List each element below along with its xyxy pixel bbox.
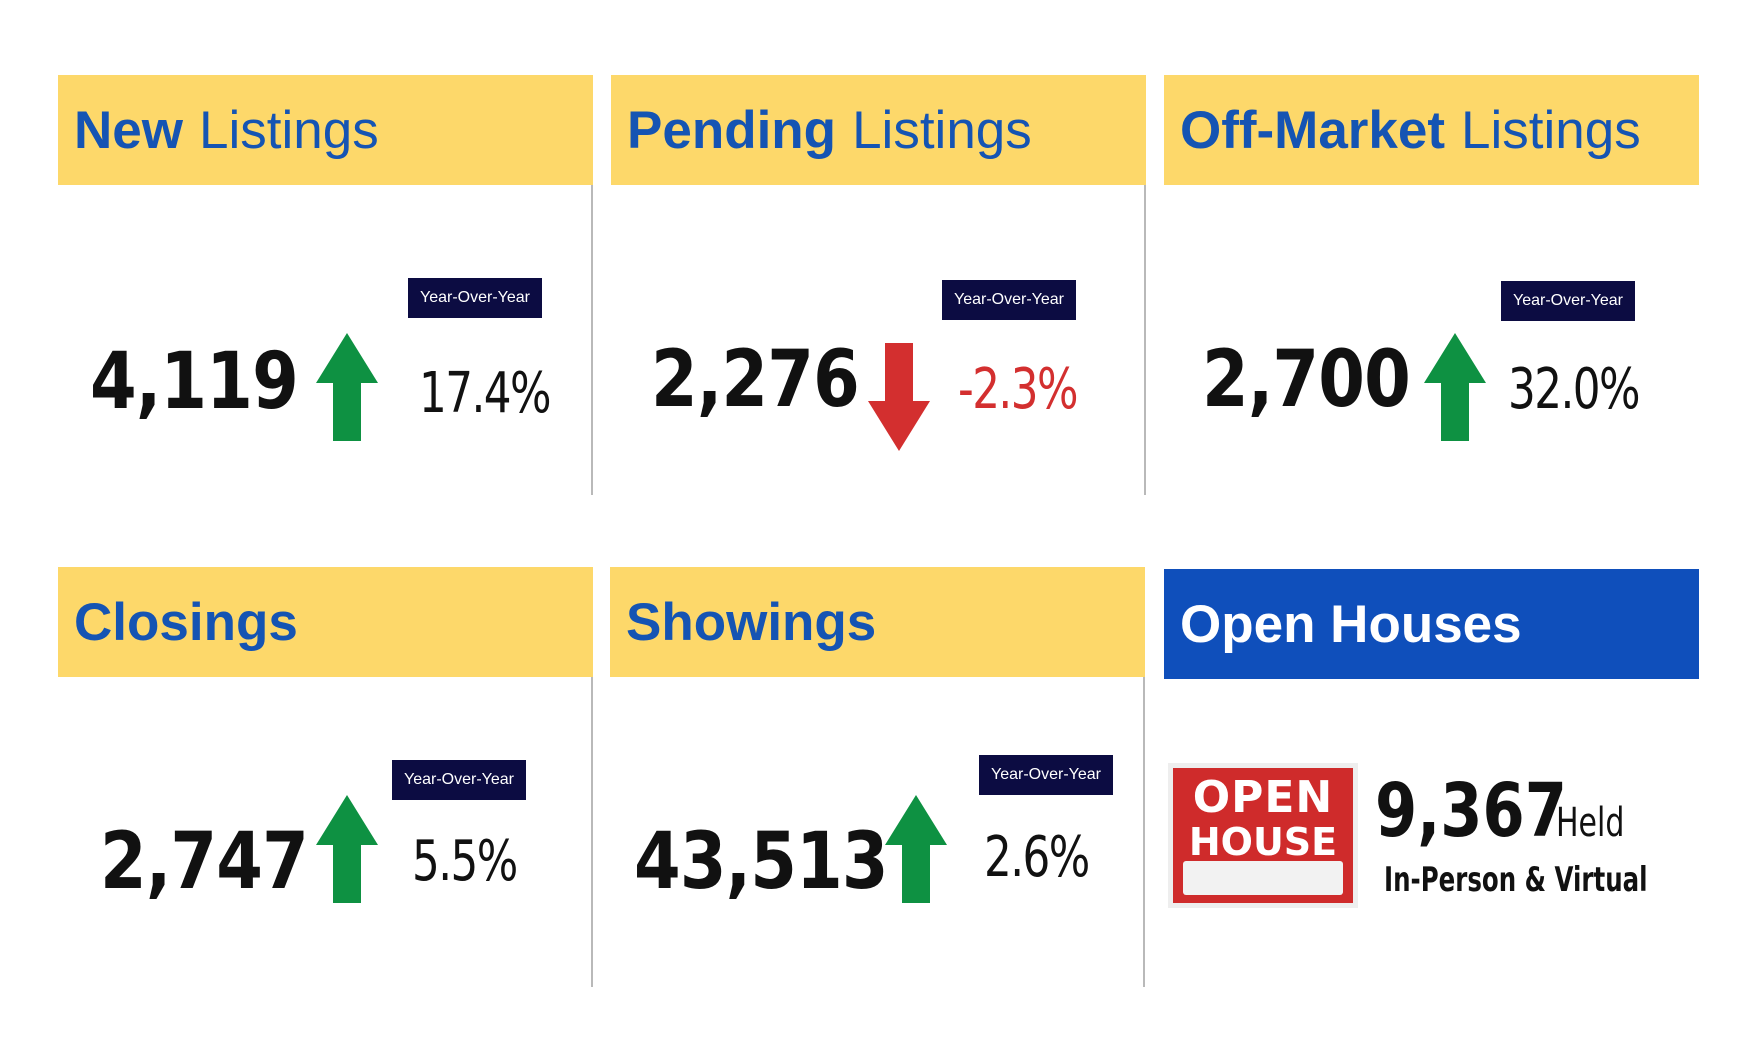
closings-card: Closings Year-Over-Year 2,747 5.5% [58,567,593,987]
open-houses-header: Open Houses [1164,569,1699,679]
closings-change: 5.5% [412,829,518,894]
new-listings-change: 17.4% [419,361,552,426]
showings-yoy-badge: Year-Over-Year [979,755,1113,795]
open-house-sign-board: OPEN HOUSE [1173,768,1353,903]
showings-change: 2.6% [984,825,1090,890]
down-arrow-icon [868,343,930,451]
off-market-listings-card: Off-Market Listings Year-Over-Year 2,700… [1164,75,1699,495]
pending-listings-value: 2,276 [651,335,860,425]
sign-text-open: OPEN [1192,772,1334,823]
closings-value: 2,747 [100,817,309,907]
off-market-listings-header: Off-Market Listings [1164,75,1699,185]
new-listings-title-rest: Listings [198,100,379,160]
new-listings-yoy-badge: Year-Over-Year [408,278,542,318]
new-listings-header: New Listings [58,75,593,185]
pending-listings-title-rest: Listings [852,100,1032,160]
new-listings-card: New Listings Year-Over-Year 4,119 17.4% [58,75,593,495]
up-arrow-icon [316,795,378,903]
showings-header: Showings [610,567,1145,677]
pending-listings-title-bold: Pending [627,100,837,160]
pending-listings-yoy-badge: Year-Over-Year [942,280,1076,320]
open-houses-title: Open Houses [1180,594,1522,654]
new-listings-title-bold: New [74,100,183,160]
closings-title: Closings [74,592,298,652]
off-market-listings-title-rest: Listings [1461,100,1641,160]
up-arrow-icon [885,795,947,903]
open-houses-unit: Held [1556,800,1625,846]
new-listings-value: 4,119 [90,337,299,427]
sign-text-house: HOUSE [1188,820,1338,864]
off-market-listings-change: 32.0% [1508,357,1641,422]
open-houses-subtitle: In-Person & Virtual [1384,860,1648,900]
off-market-listings-value: 2,700 [1202,335,1411,425]
off-market-listings-title-bold: Off-Market [1180,100,1446,160]
closings-yoy-badge: Year-Over-Year [392,760,526,800]
closings-header: Closings [58,567,593,677]
sign-blank-panel [1183,861,1343,895]
showings-title: Showings [626,592,877,652]
showings-card: Showings Year-Over-Year 43,513 2.6% [610,567,1145,987]
open-houses-value: 9,367 [1375,768,1567,854]
open-houses-card: Open Houses [1164,569,1699,679]
pending-listings-card: Pending Listings Year-Over-Year 2,276 -2… [611,75,1146,495]
up-arrow-icon [316,333,378,441]
showings-value: 43,513 [634,817,889,907]
open-house-sign-image: OPEN HOUSE [1168,763,1358,908]
pending-listings-header: Pending Listings [611,75,1146,185]
up-arrow-icon [1424,333,1486,441]
pending-listings-change: -2.3% [958,357,1079,422]
off-market-listings-yoy-badge: Year-Over-Year [1501,281,1635,321]
